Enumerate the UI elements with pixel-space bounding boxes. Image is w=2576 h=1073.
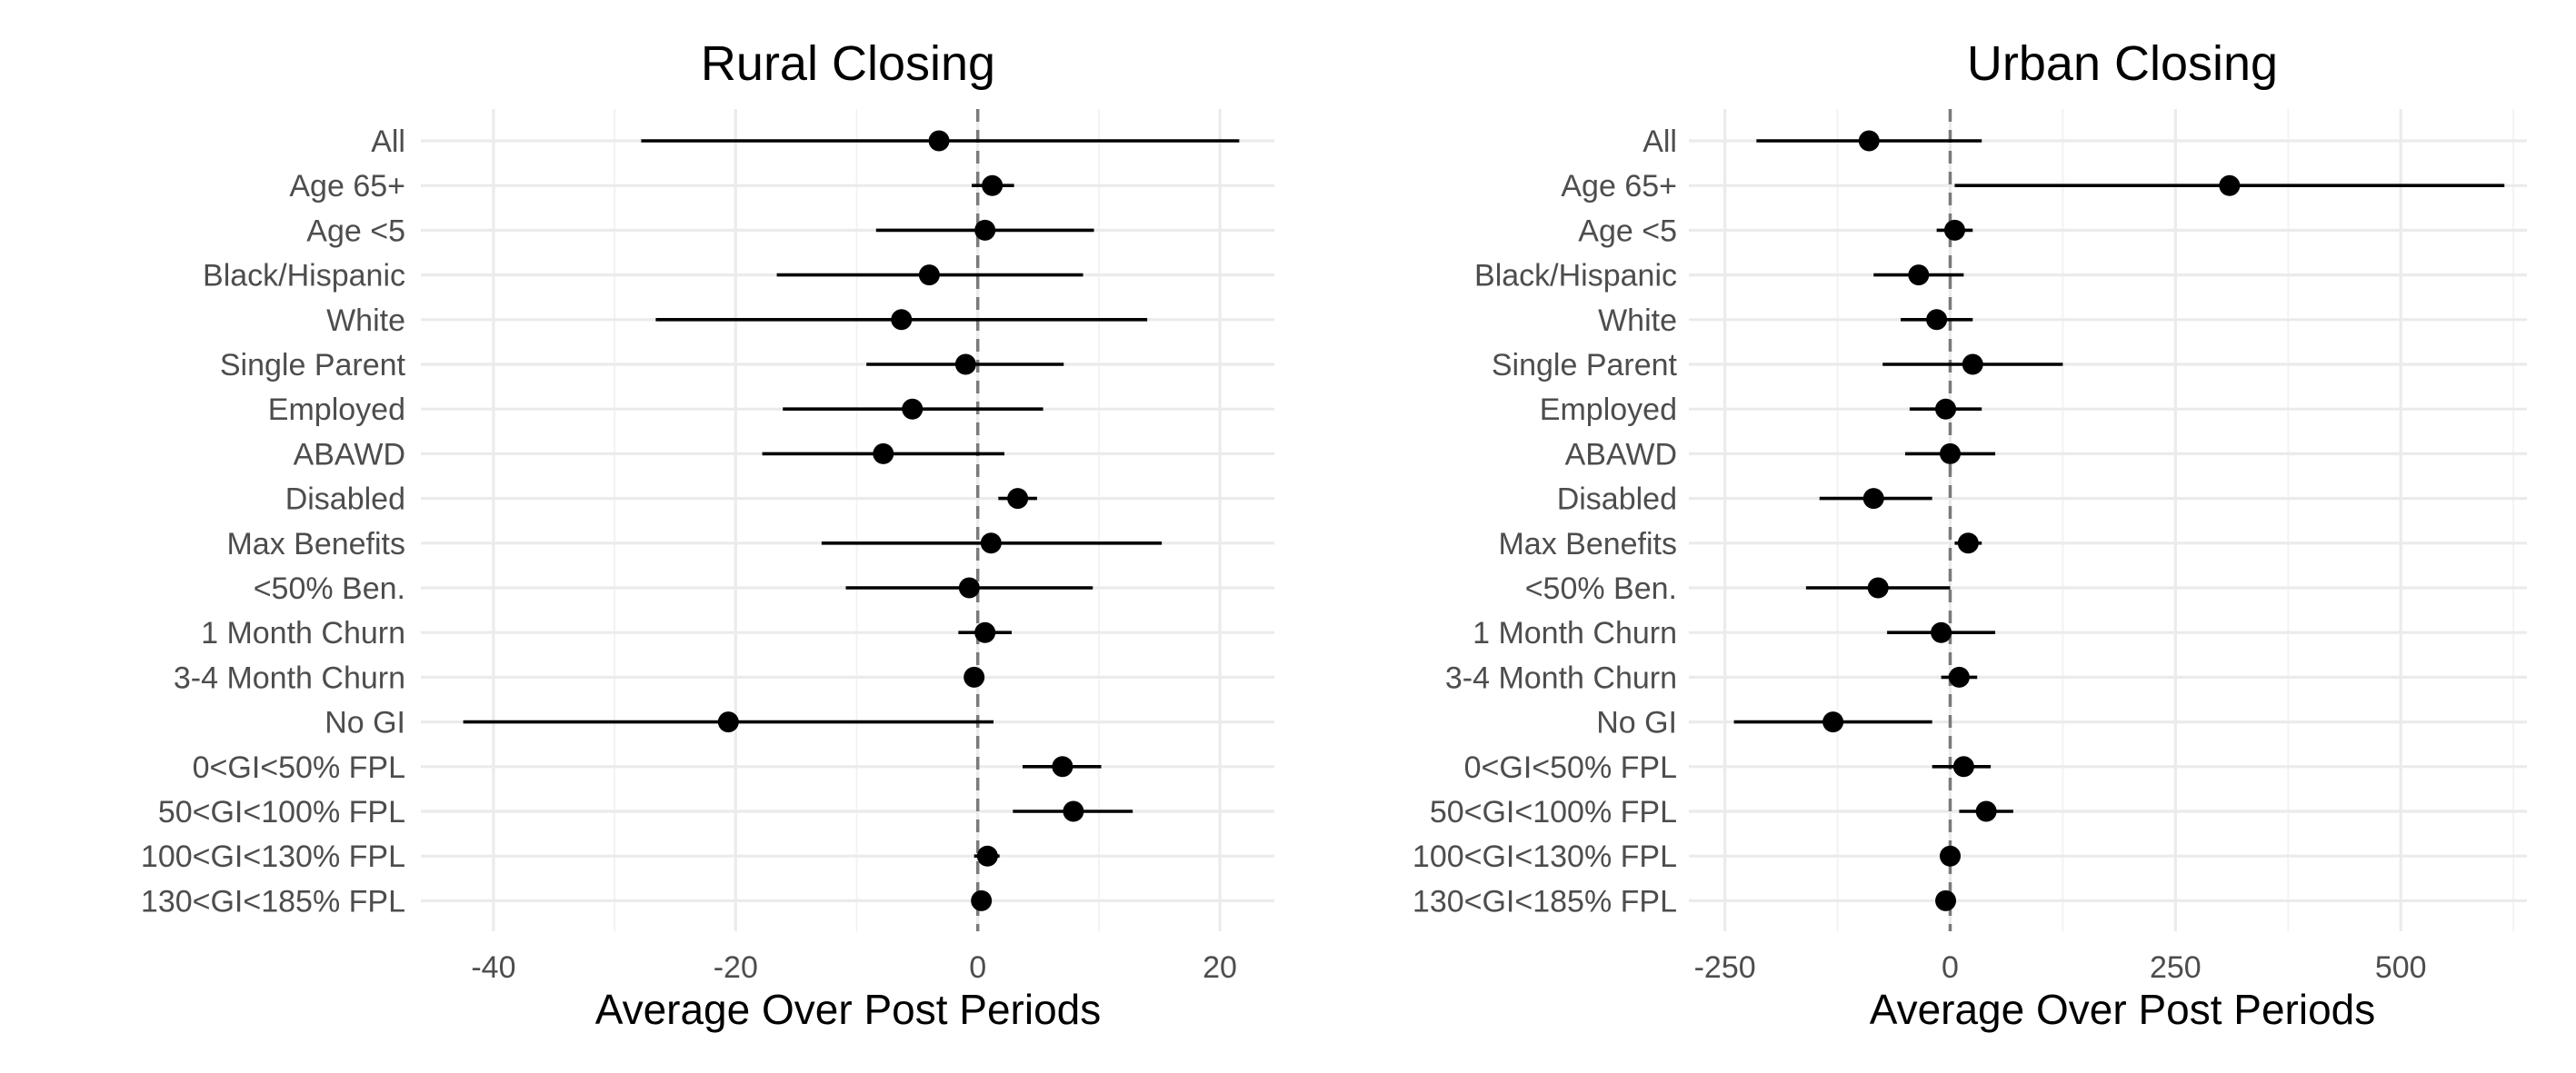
x-tick-label: 20 <box>1203 950 1237 985</box>
category-label: All <box>1642 124 1677 159</box>
category-label: White <box>1598 303 1677 338</box>
x-tick-label: 0 <box>1942 950 1959 985</box>
category-label: Age 65+ <box>1561 169 1677 204</box>
category-label: No GI <box>324 706 405 740</box>
category-label: Max Benefits <box>226 527 405 561</box>
category-label: <50% Ben. <box>254 571 405 606</box>
point-estimate-abawd <box>1940 442 1962 464</box>
category-label: ABAWD <box>1565 437 1677 472</box>
category-label: 100<GI<130% FPL <box>1413 840 1677 874</box>
x-tick-label: 250 <box>2150 950 2202 985</box>
category-label: Black/Hispanic <box>203 259 405 293</box>
point-estimate-50-ben <box>1867 577 1889 599</box>
point-estimate-no-gi <box>717 711 739 733</box>
x-tick-label: 0 <box>969 950 986 985</box>
category-label: 50<GI<100% FPL <box>158 795 405 830</box>
point-estimate-employed <box>1935 398 1957 420</box>
category-label: Disabled <box>1557 482 1677 517</box>
point-estimate-all <box>1858 130 1880 152</box>
point-estimate-single-parent <box>954 353 976 375</box>
point-estimate-age-65 <box>982 174 1003 196</box>
category-label: Age 65+ <box>289 169 405 204</box>
category-label: Single Parent <box>220 348 406 383</box>
category-label: Max Benefits <box>1498 527 1677 561</box>
category-label: Age <5 <box>1578 214 1677 248</box>
panel-title: Urban Closing <box>1967 36 2278 91</box>
point-estimate-3-4-month-churn <box>1948 666 1970 688</box>
x-tick-label: -40 <box>471 950 515 985</box>
point-estimate-130-gi-185-fpl <box>1935 889 1957 911</box>
category-label: <50% Ben. <box>1525 571 1677 606</box>
x-tick-label: 500 <box>2375 950 2427 985</box>
point-estimate-all <box>928 130 950 152</box>
point-estimate-50-ben <box>958 577 980 599</box>
point-estimate-disabled <box>1862 488 1884 510</box>
category-label: 3-4 Month Churn <box>1445 661 1677 695</box>
point-estimate-employed <box>902 398 924 420</box>
point-estimate-no-gi <box>1822 711 1844 733</box>
category-label: 0<GI<50% FPL <box>1464 750 1677 785</box>
point-estimate-black-hispanic <box>918 264 940 286</box>
point-estimate-age-5 <box>1943 219 1965 241</box>
point-estimate-1-month-churn <box>1931 621 1952 643</box>
point-estimate-max-benefits <box>980 532 1002 554</box>
category-label: All <box>371 124 405 159</box>
point-estimate-max-benefits <box>1957 532 1979 554</box>
category-label: Single Parent <box>1492 348 1678 383</box>
point-estimate-abawd <box>873 442 894 464</box>
point-estimate-black-hispanic <box>1908 264 1930 286</box>
point-estimate-100-gi-130-fpl <box>976 845 998 867</box>
category-label: Age <5 <box>306 214 405 248</box>
point-estimate-age-5 <box>974 219 996 241</box>
point-estimate-single-parent <box>1962 353 1983 375</box>
x-axis-title: Average Over Post Periods <box>595 986 1102 1033</box>
point-estimate-100-gi-130-fpl <box>1940 845 1962 867</box>
category-label: Black/Hispanic <box>1474 259 1677 293</box>
point-estimate-white <box>891 309 913 331</box>
category-label: Disabled <box>285 482 405 517</box>
point-estimate-50-gi-100-fpl <box>1975 800 1997 822</box>
category-label: Employed <box>1540 392 1677 427</box>
category-label: 100<GI<130% FPL <box>141 840 405 874</box>
point-estimate-3-4-month-churn <box>964 666 985 688</box>
point-estimate-white <box>1926 309 1948 331</box>
category-label: No GI <box>1596 706 1677 740</box>
panel-rural-closing: All Age 65+ Age <5 Black/Hispanic White Singl… <box>141 36 1274 1033</box>
category-label: 1 Month Churn <box>1473 616 1677 651</box>
panel-title: Rural Closing <box>701 36 995 91</box>
category-label: Employed <box>268 392 405 427</box>
panel-urban-closing: All Age 65+ Age <5 Black/Hispanic White Singl… <box>1413 36 2527 1033</box>
category-label: 1 Month Churn <box>201 616 405 651</box>
category-label: 0<GI<50% FPL <box>193 750 405 785</box>
category-label: 3-4 Month Churn <box>174 661 405 695</box>
category-label: 130<GI<185% FPL <box>141 884 405 919</box>
category-label: ABAWD <box>294 437 405 472</box>
point-estimate-0-gi-50-fpl <box>1052 756 1073 778</box>
point-estimate-1-month-churn <box>974 621 996 643</box>
point-estimate-50-gi-100-fpl <box>1063 800 1084 822</box>
category-label: 50<GI<100% FPL <box>1430 795 1677 830</box>
point-estimate-disabled <box>1007 488 1029 510</box>
point-estimate-0-gi-50-fpl <box>1952 756 1974 778</box>
x-axis-title: Average Over Post Periods <box>1870 986 2376 1033</box>
x-tick-label: -250 <box>1694 950 1756 985</box>
point-estimate-age-65 <box>2219 174 2241 196</box>
category-label: 130<GI<185% FPL <box>1413 884 1677 919</box>
category-label: White <box>326 303 405 338</box>
x-tick-label: -20 <box>714 950 758 985</box>
point-estimate-130-gi-185-fpl <box>971 889 993 911</box>
